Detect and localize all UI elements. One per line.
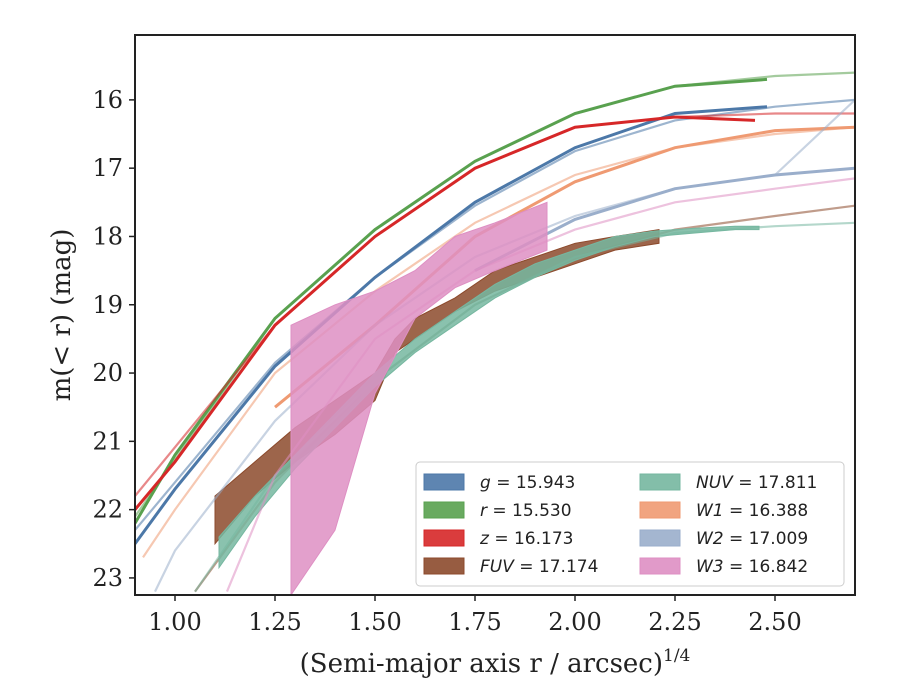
x-tick-label: 1.50 (348, 608, 401, 636)
series-z-model-line (135, 112, 855, 497)
legend-box (415, 461, 845, 587)
plot-frame (134, 34, 856, 596)
y-tick-label: 16 (92, 86, 123, 114)
legend-swatch (423, 501, 465, 519)
plot-area (135, 71, 855, 595)
legend: g = 15.943 r = 15.530 z = 16.173 FUV = 17.1… (415, 461, 845, 587)
y-axis-label: m(< r) (mag) (47, 229, 77, 402)
legend-label-w1: W1 = 16.388 (696, 501, 808, 521)
y-tick-label: 17 (92, 154, 123, 182)
legend-label-fuv: FUV = 17.174 (480, 557, 598, 577)
legend-label-w3: W3 = 16.842 (696, 557, 808, 577)
legend-swatch (639, 529, 681, 547)
x-tick-label: 2.50 (748, 608, 801, 636)
legend-swatch (423, 529, 465, 547)
x-tick-label: 2.00 (548, 608, 601, 636)
x-axis-label-superscript: 1/4 (663, 646, 690, 666)
y-tick-label: 21 (92, 427, 123, 455)
y-tick-label: 20 (92, 359, 123, 387)
y-tick-label: 22 (92, 496, 123, 524)
y-tick-label: 19 (92, 291, 123, 319)
legend-label-w2: W2 = 17.009 (696, 529, 808, 549)
legend-label-g: g = 15.943 (480, 473, 575, 493)
y-tick-label: 23 (92, 564, 123, 592)
legend-swatch (639, 501, 681, 519)
legend-swatch (639, 557, 681, 575)
x-tick-label: 2.25 (648, 608, 701, 636)
legend-label-z: z = 16.173 (479, 529, 573, 549)
y-tick-label: 18 (92, 222, 123, 250)
series-z-line (135, 115, 756, 511)
legend-label-r: r = 15.530 (480, 501, 572, 521)
y-axis: 16 17 18 19 20 21 22 23 (92, 86, 135, 592)
series-w1-model-line (142, 126, 855, 559)
legend-swatch (423, 473, 465, 491)
x-tick-label: 1.00 (148, 608, 201, 636)
legend-swatch (639, 473, 681, 491)
series-w3-band (290, 201, 548, 595)
x-axis: 1.00 1.25 1.50 1.75 2.00 2.25 2.50 (148, 595, 802, 636)
x-axis-label: (Semi-major axis r / arcsec)1/4 (300, 646, 691, 679)
legend-swatch (423, 557, 465, 575)
legend-label-nuv: NUV = 17.811 (696, 473, 817, 493)
x-tick-label: 1.25 (248, 608, 301, 636)
x-tick-label: 1.75 (448, 608, 501, 636)
series-r-line (135, 77, 768, 525)
